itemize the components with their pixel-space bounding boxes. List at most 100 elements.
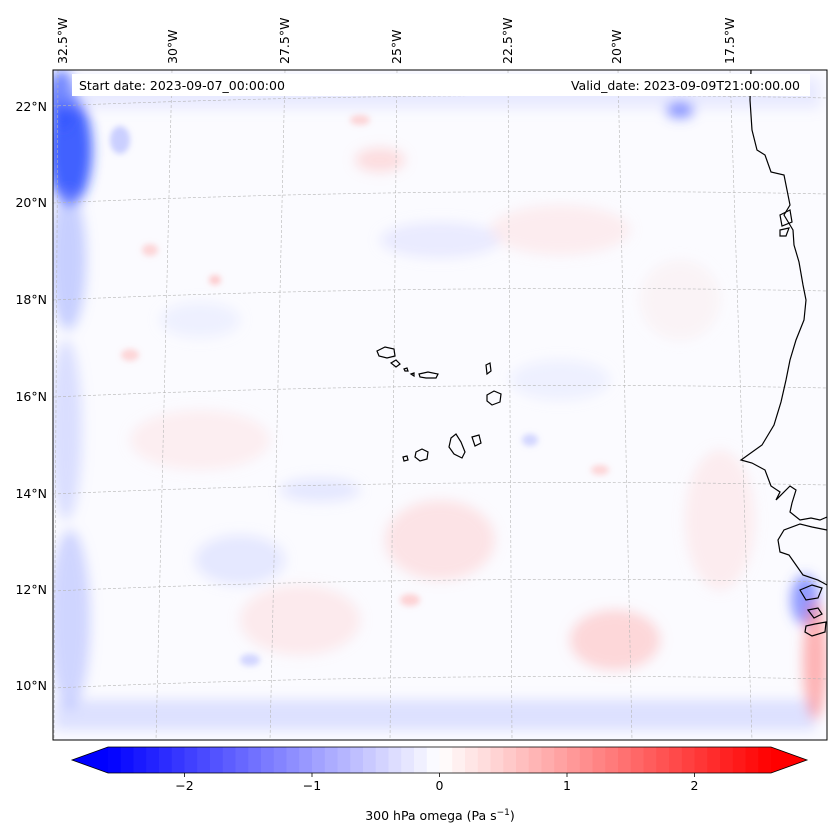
meridian-line [729, 70, 753, 740]
colorbar-cell [758, 747, 772, 773]
colorbar-cell [567, 747, 581, 773]
colorbar-cell [375, 747, 389, 773]
omega-blob [280, 478, 360, 502]
island-santa-luzia [403, 367, 409, 372]
omega-blob [666, 102, 694, 118]
omega-blob [142, 244, 158, 256]
lon-label: 20°W [609, 29, 624, 64]
lon-label: 27.5°W [277, 18, 292, 64]
colorbar-cell [350, 747, 364, 773]
lat-label: 22°N [15, 99, 47, 114]
colorbar-label: 300 hPa omega (Pa s−1) [365, 808, 515, 823]
colorbar-cell [171, 747, 185, 773]
colorbar-cell [694, 747, 708, 773]
colorbar-cell [273, 747, 287, 773]
parallel-line [53, 288, 827, 301]
map-plot-area: Start date: 2023-09-07_00:00:00 Valid_da… [52, 69, 828, 741]
colorbar-ticks: −2 −1 0 1 2 [175, 773, 698, 793]
island-santiago [448, 433, 466, 459]
colorbar-cell [579, 747, 593, 773]
colorbar-cell [516, 747, 530, 773]
colorbar-tick-label: −1 [303, 778, 321, 793]
colorbar-cell [210, 747, 224, 773]
colorbar-cell [681, 747, 695, 773]
omega-blob [400, 594, 420, 606]
lon-label: 25°W [389, 29, 404, 64]
lat-label: 14°N [15, 486, 47, 501]
colorbar-cell [299, 747, 313, 773]
colorbar-cell [592, 747, 606, 773]
colorbar-cell [235, 747, 249, 773]
meridian-line [269, 70, 286, 740]
colorbar-cell [286, 747, 300, 773]
island-brava [402, 455, 409, 462]
colorbar-extend-max [771, 747, 807, 773]
colorbar-cell [452, 747, 466, 773]
colorbar-tick-label: 2 [691, 778, 699, 793]
parallel-line [53, 482, 827, 495]
colorbar-cell [388, 747, 402, 773]
omega-blob [195, 535, 285, 585]
lat-label: 16°N [15, 389, 47, 404]
africa-coastline [739, 70, 827, 521]
lat-label: 12°N [15, 582, 47, 597]
colorbar-cell [261, 747, 275, 773]
colorbar-cell [414, 747, 428, 773]
omega-blob [110, 126, 130, 154]
island-boa-vista [486, 390, 502, 406]
omega-blob [640, 260, 720, 340]
omega-blob [53, 190, 86, 330]
colorbar-cell [554, 747, 568, 773]
lon-label: 32.5°W [55, 18, 70, 64]
colorbar-cell [133, 747, 147, 773]
valid-date-label: Valid_date: 2023-09-09T21:00:00.00 [571, 78, 800, 93]
omega-blob [591, 465, 609, 475]
omega-blob [350, 115, 370, 125]
colorbar-cell [732, 747, 746, 773]
omega-blob [53, 530, 90, 710]
parallel-line [53, 579, 827, 592]
colorbar-cells [108, 747, 772, 773]
meridian-line [507, 70, 513, 740]
colorbar-cell [439, 747, 453, 773]
colorbar-cell [745, 747, 759, 773]
colorbar-cell [605, 747, 619, 773]
parallel-line [53, 191, 827, 204]
coast-inlet [779, 209, 793, 227]
omega-blob [53, 340, 82, 520]
lon-label: 17.5°W [722, 18, 737, 64]
colorbar-tick-label: 1 [563, 778, 571, 793]
omega-blob [240, 654, 260, 666]
colorbar-cell [401, 747, 415, 773]
longitude-labels: 32.5°W 30°W 27.5°W 25°W 22.5°W 20°W 17.5… [55, 18, 737, 64]
island-islet [409, 372, 415, 378]
colorbar-cell [643, 747, 657, 773]
coast-island [804, 621, 827, 637]
omega-blob [685, 450, 755, 590]
map-background [53, 70, 827, 740]
colorbar-cell [159, 747, 173, 773]
lat-label: 20°N [15, 195, 47, 210]
coastlines [376, 70, 827, 637]
omega-blob [570, 610, 660, 670]
parallel-line [53, 676, 827, 689]
colorbar-cell [108, 747, 122, 773]
omega-blob [130, 410, 270, 470]
omega-blob [522, 434, 538, 446]
africa-coastline-south [777, 523, 827, 586]
colorbar-cell [120, 747, 134, 773]
omega-blob [490, 205, 630, 255]
island-maio [471, 434, 482, 447]
colorbar-extend-min [72, 747, 108, 773]
omega-blob [510, 360, 610, 400]
lat-label: 18°N [15, 292, 47, 307]
coast-island [799, 584, 823, 601]
colorbar-cell [222, 747, 236, 773]
omega-blob [355, 148, 405, 172]
map-frame [52, 69, 828, 741]
colorbar-cell [312, 747, 326, 773]
meridian-line [155, 70, 173, 740]
colorbar: −2 −1 0 1 2 300 hPa omega (Pa s−1) [70, 746, 809, 823]
meridian-line [53, 70, 59, 740]
